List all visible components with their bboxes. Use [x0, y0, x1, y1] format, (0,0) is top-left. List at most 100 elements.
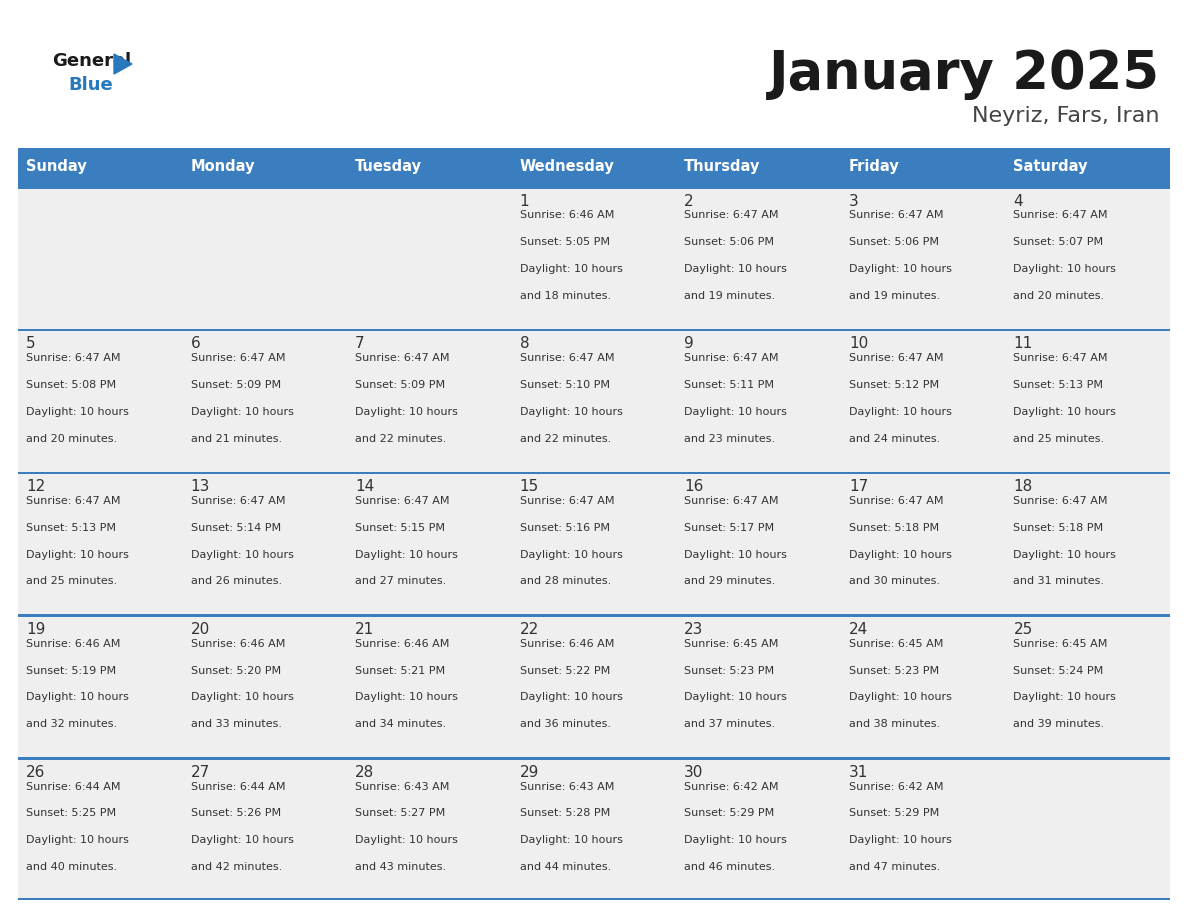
Text: 3: 3: [849, 194, 859, 208]
Text: 20: 20: [190, 621, 210, 637]
Text: Wednesday: Wednesday: [519, 160, 614, 174]
Bar: [183, 474, 347, 614]
Text: Daylight: 10 hours: Daylight: 10 hours: [684, 835, 788, 845]
Text: Sunset: 5:13 PM: Sunset: 5:13 PM: [26, 523, 116, 532]
Text: 7: 7: [355, 336, 365, 352]
Bar: [18, 329, 1170, 331]
Text: 18: 18: [1013, 479, 1032, 494]
Bar: [841, 474, 1005, 614]
Text: Sunset: 5:12 PM: Sunset: 5:12 PM: [849, 380, 939, 390]
Text: Sunrise: 6:47 AM: Sunrise: 6:47 AM: [26, 496, 120, 506]
Text: and 22 minutes.: and 22 minutes.: [519, 433, 611, 443]
Text: Sunset: 5:14 PM: Sunset: 5:14 PM: [190, 523, 280, 532]
Text: Sunset: 5:10 PM: Sunset: 5:10 PM: [519, 380, 609, 390]
Text: Sunrise: 6:44 AM: Sunrise: 6:44 AM: [190, 782, 285, 791]
Text: Sunrise: 6:47 AM: Sunrise: 6:47 AM: [684, 496, 779, 506]
Text: Neyriz, Fars, Iran: Neyriz, Fars, Iran: [973, 106, 1159, 126]
Text: 28: 28: [355, 765, 374, 779]
Bar: [841, 331, 1005, 472]
Text: Sunset: 5:11 PM: Sunset: 5:11 PM: [684, 380, 775, 390]
Text: Sunset: 5:07 PM: Sunset: 5:07 PM: [1013, 237, 1104, 247]
Text: and 28 minutes.: and 28 minutes.: [519, 577, 611, 587]
Bar: [676, 331, 841, 472]
Bar: [512, 474, 676, 614]
Text: 4: 4: [1013, 194, 1023, 208]
Text: 26: 26: [26, 765, 45, 779]
Text: and 25 minutes.: and 25 minutes.: [1013, 433, 1105, 443]
Text: and 47 minutes.: and 47 minutes.: [849, 862, 940, 872]
Text: Sunday: Sunday: [26, 160, 87, 174]
Bar: [347, 331, 512, 472]
Bar: [18, 472, 1170, 474]
Text: Sunrise: 6:47 AM: Sunrise: 6:47 AM: [355, 496, 449, 506]
Bar: [183, 617, 347, 757]
Bar: [18, 148, 1170, 186]
Text: 25: 25: [1013, 621, 1032, 637]
Text: Sunrise: 6:47 AM: Sunrise: 6:47 AM: [26, 353, 120, 364]
Text: Sunrise: 6:47 AM: Sunrise: 6:47 AM: [519, 496, 614, 506]
Text: Daylight: 10 hours: Daylight: 10 hours: [190, 550, 293, 560]
Text: and 39 minutes.: and 39 minutes.: [1013, 719, 1105, 729]
Text: Sunrise: 6:47 AM: Sunrise: 6:47 AM: [684, 353, 779, 364]
Bar: [183, 331, 347, 472]
Text: Daylight: 10 hours: Daylight: 10 hours: [355, 692, 459, 702]
Bar: [347, 760, 512, 900]
Text: Sunrise: 6:43 AM: Sunrise: 6:43 AM: [519, 782, 614, 791]
Text: and 34 minutes.: and 34 minutes.: [355, 719, 447, 729]
Text: Sunrise: 6:45 AM: Sunrise: 6:45 AM: [849, 639, 943, 649]
Text: 8: 8: [519, 336, 530, 352]
Text: Sunrise: 6:44 AM: Sunrise: 6:44 AM: [26, 782, 120, 791]
Bar: [183, 760, 347, 900]
Text: 9: 9: [684, 336, 694, 352]
Text: Daylight: 10 hours: Daylight: 10 hours: [684, 407, 788, 417]
Text: Sunset: 5:06 PM: Sunset: 5:06 PM: [684, 237, 775, 247]
Text: Daylight: 10 hours: Daylight: 10 hours: [519, 407, 623, 417]
Text: and 44 minutes.: and 44 minutes.: [519, 862, 611, 872]
Text: Sunrise: 6:46 AM: Sunrise: 6:46 AM: [355, 639, 449, 649]
Text: Daylight: 10 hours: Daylight: 10 hours: [519, 550, 623, 560]
Text: Thursday: Thursday: [684, 160, 760, 174]
Text: Sunset: 5:09 PM: Sunset: 5:09 PM: [355, 380, 446, 390]
Text: 19: 19: [26, 621, 45, 637]
Bar: [18, 331, 183, 472]
Text: Sunset: 5:08 PM: Sunset: 5:08 PM: [26, 380, 116, 390]
Text: and 18 minutes.: and 18 minutes.: [519, 291, 611, 301]
Text: and 22 minutes.: and 22 minutes.: [355, 433, 447, 443]
Text: Daylight: 10 hours: Daylight: 10 hours: [519, 692, 623, 702]
Text: Sunrise: 6:46 AM: Sunrise: 6:46 AM: [190, 639, 285, 649]
Text: Sunset: 5:24 PM: Sunset: 5:24 PM: [1013, 666, 1104, 676]
Text: and 21 minutes.: and 21 minutes.: [190, 433, 282, 443]
Text: Sunset: 5:26 PM: Sunset: 5:26 PM: [190, 809, 280, 819]
Text: and 40 minutes.: and 40 minutes.: [26, 862, 118, 872]
Text: Daylight: 10 hours: Daylight: 10 hours: [355, 407, 459, 417]
Text: and 31 minutes.: and 31 minutes.: [1013, 577, 1105, 587]
Bar: [512, 188, 676, 329]
Text: 29: 29: [519, 765, 539, 779]
Text: Sunset: 5:29 PM: Sunset: 5:29 PM: [684, 809, 775, 819]
Text: and 26 minutes.: and 26 minutes.: [190, 577, 282, 587]
Text: Daylight: 10 hours: Daylight: 10 hours: [26, 835, 128, 845]
Text: Sunset: 5:20 PM: Sunset: 5:20 PM: [190, 666, 280, 676]
Text: and 19 minutes.: and 19 minutes.: [849, 291, 940, 301]
Text: Tuesday: Tuesday: [355, 160, 422, 174]
Text: Daylight: 10 hours: Daylight: 10 hours: [355, 550, 459, 560]
Text: 30: 30: [684, 765, 703, 779]
Bar: [1005, 331, 1170, 472]
Text: Daylight: 10 hours: Daylight: 10 hours: [849, 550, 952, 560]
Text: Sunset: 5:27 PM: Sunset: 5:27 PM: [355, 809, 446, 819]
Text: Sunrise: 6:46 AM: Sunrise: 6:46 AM: [519, 639, 614, 649]
Bar: [347, 617, 512, 757]
Text: and 20 minutes.: and 20 minutes.: [26, 433, 118, 443]
Text: 15: 15: [519, 479, 539, 494]
Text: 1: 1: [519, 194, 530, 208]
Text: Daylight: 10 hours: Daylight: 10 hours: [684, 550, 788, 560]
Text: Sunrise: 6:47 AM: Sunrise: 6:47 AM: [519, 353, 614, 364]
Text: Sunrise: 6:47 AM: Sunrise: 6:47 AM: [849, 353, 943, 364]
Bar: [347, 474, 512, 614]
Text: Sunset: 5:29 PM: Sunset: 5:29 PM: [849, 809, 939, 819]
Text: and 25 minutes.: and 25 minutes.: [26, 577, 118, 587]
Text: 22: 22: [519, 621, 539, 637]
Text: 21: 21: [355, 621, 374, 637]
Text: Sunrise: 6:46 AM: Sunrise: 6:46 AM: [26, 639, 120, 649]
Text: Monday: Monday: [190, 160, 255, 174]
